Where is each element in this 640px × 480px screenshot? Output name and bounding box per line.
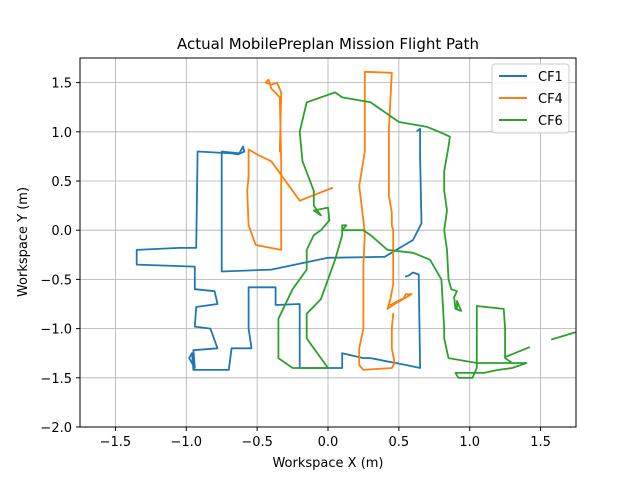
axis-ticks: −1.5 −1.0 −0.5 0.0 0.5 1.0 1.5 −2.0 −1.5 −1.0 −0.5…	[40, 77, 550, 450]
series-line-cf4	[246, 78, 334, 251]
series-line-cf6	[277, 91, 528, 379]
y-tick-label: −1.0	[40, 323, 72, 338]
legend-label-cf6: CF6	[538, 114, 563, 129]
series-line-cf6	[551, 331, 576, 341]
y-tick-label: 0.5	[51, 175, 72, 190]
y-tick-label: 1.0	[51, 126, 72, 141]
x-tick-label: −1.5	[100, 435, 132, 450]
y-tick-label: −1.5	[40, 372, 72, 387]
y-tick-label: 1.5	[51, 77, 72, 92]
series-layer	[135, 70, 576, 379]
x-tick-label: 0.0	[318, 435, 339, 450]
x-tick-label: −1.0	[170, 435, 202, 450]
series-line-cf6	[504, 346, 531, 359]
legend-label-cf4: CF4	[538, 92, 563, 107]
y-tick-label: 0.0	[51, 224, 72, 239]
chart-title: Actual MobilePreplan Mission Flight Path	[177, 35, 479, 53]
y-axis-label: Workspace Y (m)	[16, 187, 31, 297]
x-tick-label: 1.0	[459, 435, 480, 450]
y-tick-label: −0.5	[40, 273, 72, 288]
legend: CF1 CF4 CF6	[491, 63, 570, 134]
x-tick-label: 1.5	[530, 435, 551, 450]
x-tick-label: 0.5	[389, 435, 410, 450]
x-tick-label: −0.5	[241, 435, 273, 450]
legend-label-cf1: CF1	[538, 70, 563, 85]
y-tick-label: −2.0	[40, 421, 72, 436]
series-line-cf1	[135, 127, 423, 371]
x-axis-label: Workspace X (m)	[272, 456, 383, 471]
legend-frame	[491, 63, 570, 134]
series-line-cf4	[358, 70, 413, 371]
